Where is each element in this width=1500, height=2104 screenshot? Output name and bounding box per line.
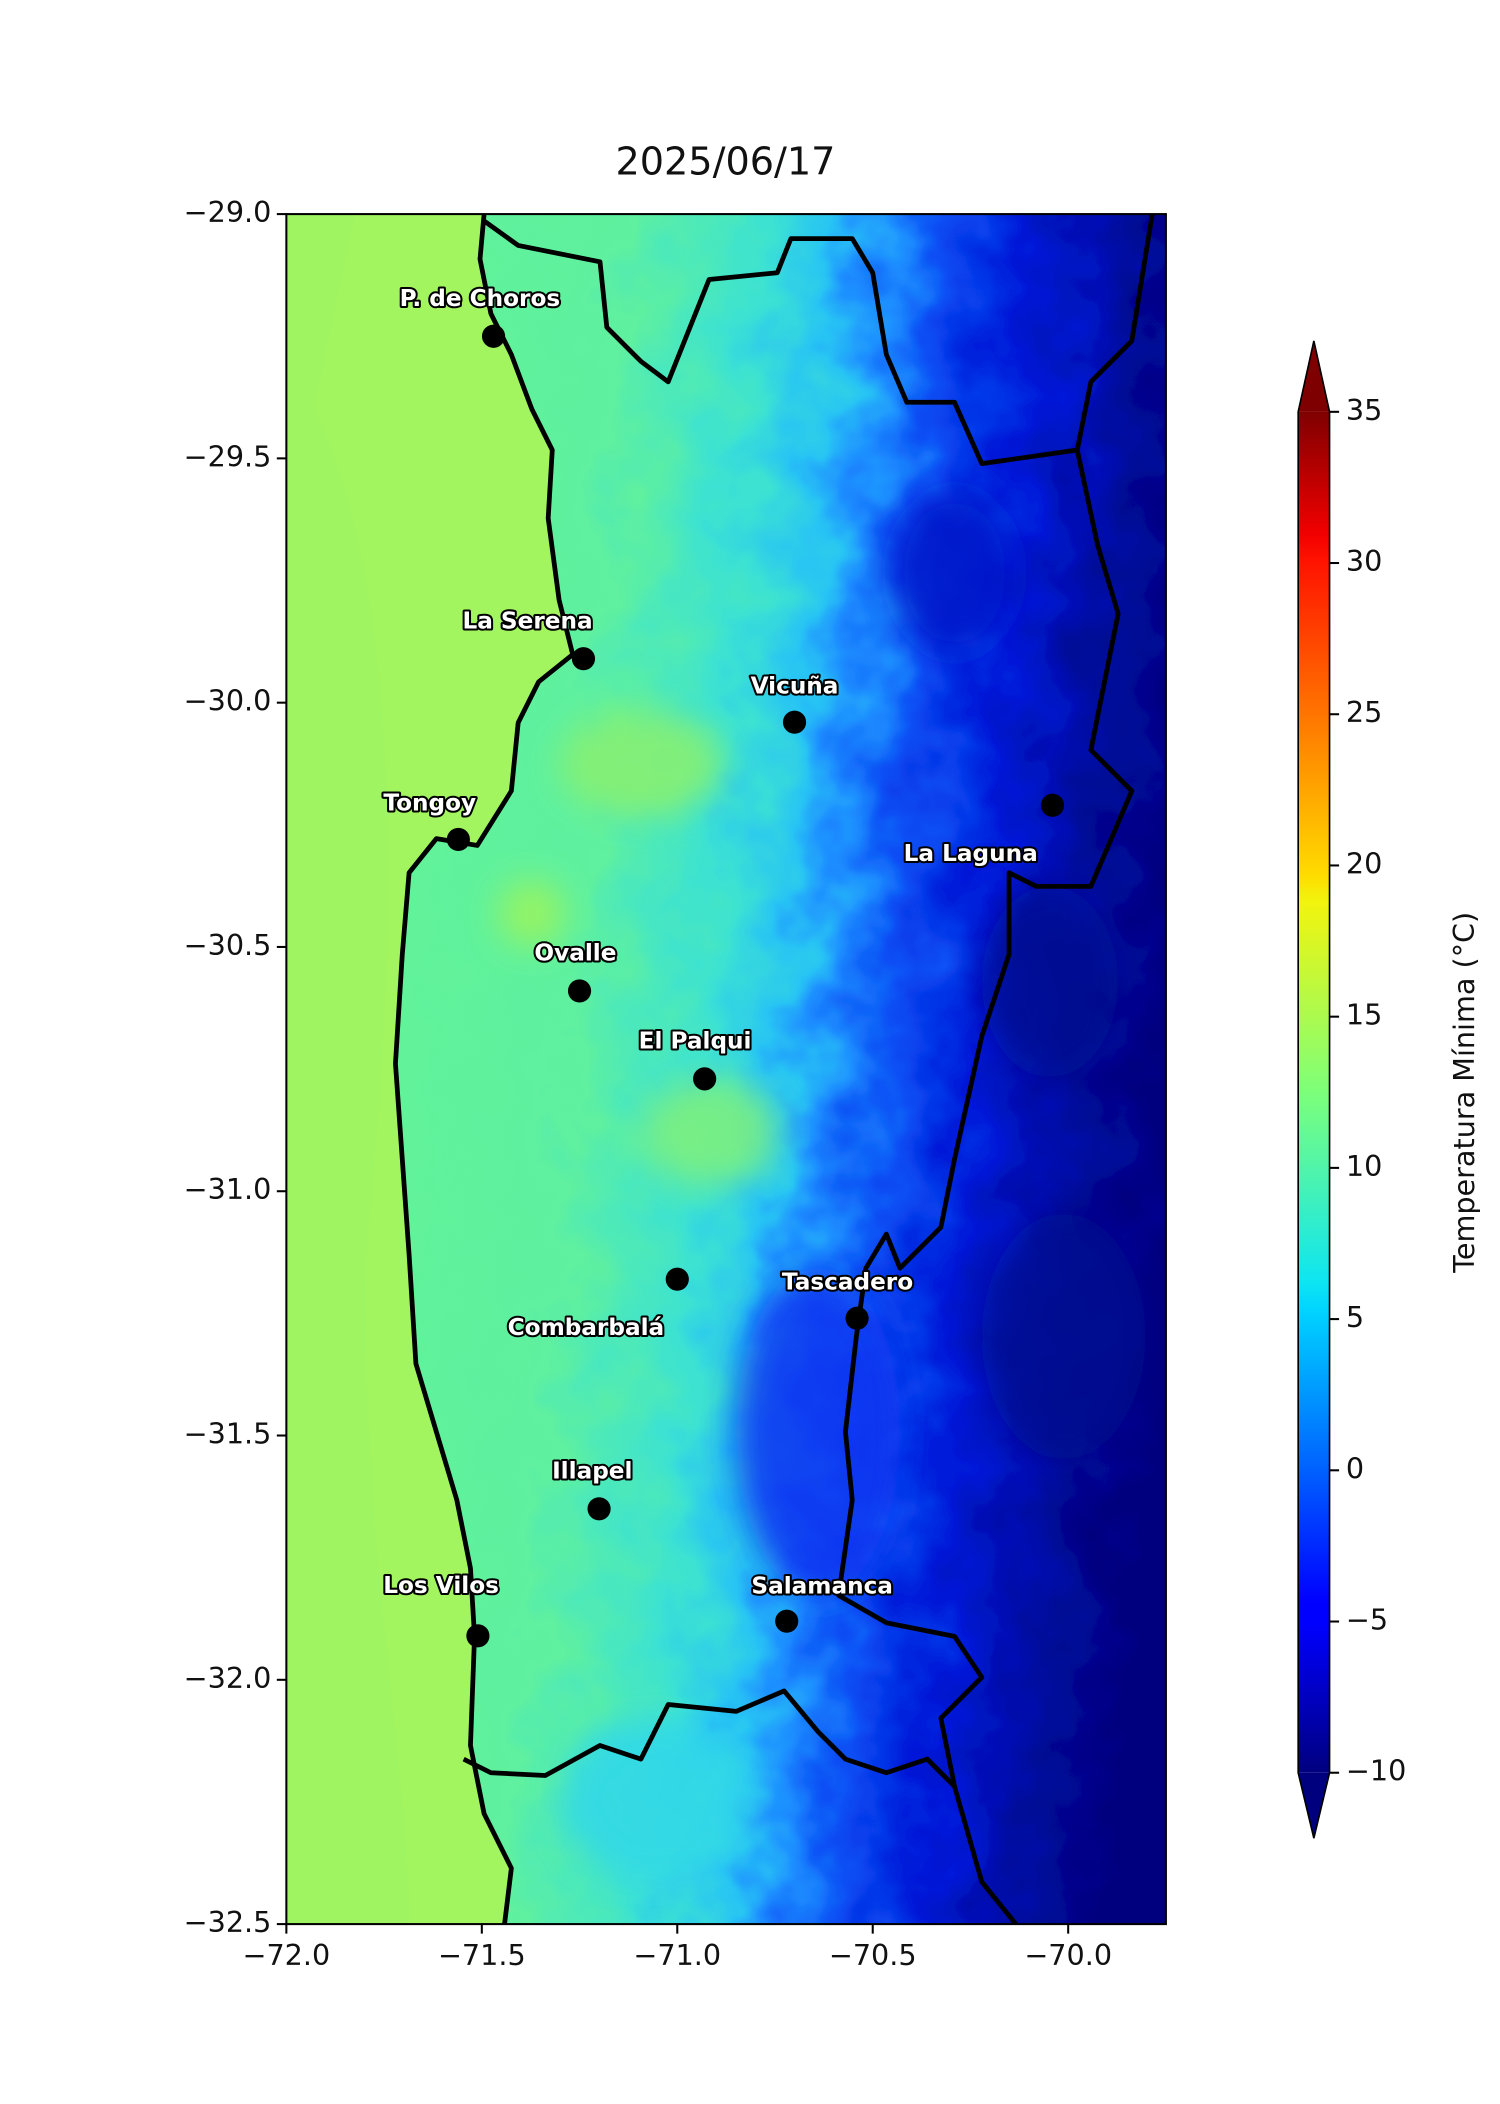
colorbar-extend-min	[1298, 1772, 1330, 1839]
city-marker	[845, 1306, 869, 1330]
cities: P. de Choros La Serena Vicuña La Laguna Tong…	[381, 283, 1065, 1648]
city-marker	[571, 647, 596, 671]
colorbar-tick-label: 35	[1346, 393, 1382, 427]
x-tick-label: −71.5	[438, 1938, 526, 1972]
temperature-field	[286, 214, 1166, 1925]
city-label: Ovalle	[534, 940, 616, 967]
colorbar-label: Temperatura Mínima (°C)	[1447, 912, 1481, 1274]
x-tick-label: −70.5	[829, 1938, 917, 1972]
colorbar-tick-label: 30	[1346, 544, 1382, 578]
city-marker	[481, 324, 506, 348]
city-marker	[775, 1609, 799, 1633]
city-label: P. de Choros	[400, 285, 561, 312]
city-label: La Serena	[462, 607, 592, 634]
city-label: Combarbalá	[508, 1314, 665, 1341]
y-tick-label: −31.5	[184, 1417, 272, 1451]
colorbar: −10 −5 0 5 10 15 20 25 30 35 Temperatura Mínima (°…	[1297, 340, 1481, 1839]
city-label: La Laguna	[904, 840, 1038, 867]
x-tick-label: −71.0	[633, 1938, 721, 1972]
colorbar-tick-label: 25	[1346, 695, 1382, 729]
city-label: Tascadero	[782, 1268, 913, 1295]
city-marker	[782, 710, 807, 734]
y-tick-label: −31.0	[184, 1172, 272, 1206]
city-label: Tongoy	[383, 790, 476, 817]
city-marker	[567, 979, 592, 1003]
city-marker	[587, 1497, 611, 1521]
colorbar-outline	[1297, 340, 1331, 1839]
colorbar-tick-label: 5	[1346, 1300, 1364, 1334]
colorbar-tick-label: 20	[1346, 846, 1382, 880]
colorbar-extend-max	[1298, 340, 1330, 412]
x-tick-label: −72.0	[242, 1938, 330, 1972]
colorbar-tick-label: 0	[1346, 1451, 1364, 1485]
colorbar-tick-label: 10	[1346, 1149, 1382, 1183]
y-tick-label: −32.0	[184, 1661, 272, 1695]
city-label: Los Vilos	[383, 1572, 499, 1599]
plot-frame	[285, 213, 1167, 1926]
map-title: 2025/06/17	[615, 141, 835, 185]
y-tick-label: −30.5	[184, 928, 272, 962]
y-tick-label: −32.5	[184, 1905, 272, 1939]
colorbar-tick-label: −10	[1346, 1754, 1406, 1788]
city-label: El Palqui	[639, 1028, 752, 1055]
y-tick-label: −29.0	[184, 195, 272, 229]
city-marker	[466, 1624, 490, 1648]
city-marker	[1040, 793, 1065, 817]
y-tick-label: −30.0	[184, 684, 272, 718]
city-label: Vicuña	[751, 672, 839, 699]
city-marker	[665, 1267, 689, 1291]
colorbar-scale	[1298, 411, 1330, 1773]
colorbar-tick-label: −5	[1346, 1603, 1388, 1637]
colorbar-tick-label: 15	[1346, 998, 1382, 1032]
city-marker	[693, 1067, 717, 1091]
axes: −72.0 −71.5 −71.0 −70.5 −70.0 −29.0 −29.5 −30.0…	[184, 195, 1112, 1972]
city-label: Illapel	[552, 1457, 632, 1484]
city-marker	[446, 827, 470, 852]
y-tick-label: −29.5	[184, 439, 272, 473]
city-label: Salamanca	[751, 1573, 893, 1600]
x-tick-label: −70.0	[1024, 1938, 1112, 1972]
